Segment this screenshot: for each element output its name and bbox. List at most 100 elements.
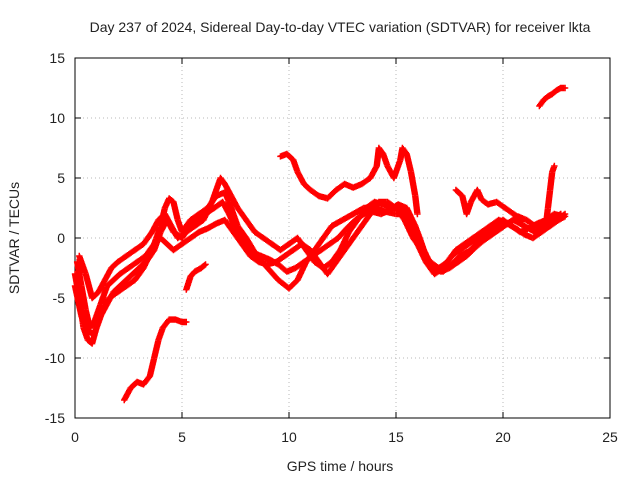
data-point-run <box>337 230 352 254</box>
data-point-run <box>454 253 469 266</box>
data-point-run <box>165 195 176 205</box>
data-point-run <box>457 241 471 254</box>
data-point-run <box>544 188 554 212</box>
data-point-run <box>320 259 334 272</box>
data-point <box>551 162 558 170</box>
y-tick-label: -10 <box>45 350 65 366</box>
data-point-run <box>71 282 85 318</box>
data-point-run <box>91 314 104 338</box>
x-tick-label: 20 <box>495 429 511 445</box>
data-point-run <box>292 259 306 272</box>
data-point-run <box>546 217 561 230</box>
y-tick-label: 5 <box>57 170 65 186</box>
data-point-run <box>88 289 101 302</box>
series-late-rise <box>542 162 558 230</box>
data-point-run <box>540 94 551 104</box>
data-point-run <box>86 320 97 332</box>
data-point-run <box>510 210 525 223</box>
data-point-run <box>536 98 547 110</box>
data-point-run <box>412 222 427 252</box>
data-point-run <box>116 277 129 290</box>
data-point-run <box>309 247 324 260</box>
data-point-run <box>390 158 403 182</box>
data-point-run <box>159 317 172 332</box>
chart-title: Day 237 of 2024, Sidereal Day-to-day VTE… <box>90 19 591 35</box>
data-point-run <box>405 216 421 246</box>
data-point-run <box>399 144 410 156</box>
data-point <box>519 216 526 224</box>
data-point <box>561 84 569 92</box>
data-point-run <box>446 259 461 272</box>
y-tick-label: 10 <box>49 110 65 126</box>
data-point-run <box>489 226 503 238</box>
data-point-run <box>225 210 239 231</box>
data-point-run <box>474 229 488 242</box>
data-point-run <box>480 232 495 244</box>
data-point-run <box>300 253 315 266</box>
data-point-run <box>497 220 512 232</box>
axis-ticks: 0 5 10 15 20 25 -15 -10 -5 0 5 10 15 <box>45 50 618 445</box>
data-point-run <box>191 217 206 230</box>
data-point-run <box>187 269 198 280</box>
x-tick-label: 5 <box>178 429 186 445</box>
data-point-run <box>123 277 137 290</box>
data-point-run <box>193 211 208 224</box>
x-tick-label: 15 <box>388 429 404 445</box>
data-point-run <box>546 170 556 194</box>
data-point-run <box>136 257 150 272</box>
data-point-run <box>234 222 249 240</box>
data-point-run <box>123 271 135 284</box>
y-tick-label: 0 <box>57 230 65 246</box>
data-point-run <box>110 283 123 296</box>
data-point-run <box>285 277 300 292</box>
data-point-run <box>97 284 110 308</box>
data-point <box>183 318 190 326</box>
data-point-run <box>129 265 142 278</box>
y-tick-label: -15 <box>45 410 65 426</box>
data-point-run <box>311 236 326 254</box>
x-tick-label: 10 <box>281 429 297 445</box>
y-tick-label: -5 <box>53 290 66 306</box>
data-point-run <box>82 270 95 300</box>
data-point-run <box>482 223 497 236</box>
data-point-run <box>412 192 421 216</box>
data-point-run <box>78 312 91 334</box>
data-point-run <box>116 265 131 278</box>
data-point-run <box>144 248 157 263</box>
data-point-run <box>448 247 463 260</box>
data-marks <box>71 84 569 404</box>
data-point-run <box>352 211 366 224</box>
data-point <box>414 210 421 218</box>
data-point <box>202 261 209 268</box>
x-tick-label: 25 <box>602 429 618 445</box>
data-point-run <box>202 205 217 218</box>
data-point-run <box>501 204 516 217</box>
data-point-run <box>170 198 181 222</box>
y-tick-label: 15 <box>49 50 65 66</box>
x-tick-label: 0 <box>71 429 79 445</box>
data-point-run <box>529 229 544 242</box>
data-point-run <box>471 238 486 251</box>
data-point-run <box>146 356 158 380</box>
series-upper-east <box>277 144 421 218</box>
data-point-run <box>240 240 255 255</box>
data-point-run <box>317 241 332 254</box>
data-point-run <box>198 262 208 272</box>
data-point-run <box>251 228 266 241</box>
data-point-run <box>225 198 241 228</box>
data-point-run <box>123 247 137 260</box>
data-point-run <box>549 88 559 98</box>
data-point-run <box>103 277 116 290</box>
data-point-run <box>294 234 309 252</box>
data-point-run <box>324 260 339 278</box>
data-point-run <box>170 241 184 254</box>
data-point-run <box>133 253 148 266</box>
data-point-run <box>420 246 435 270</box>
data-point-run <box>414 240 429 264</box>
data-point-run <box>76 252 89 276</box>
data-point-run <box>232 225 247 246</box>
data-point-run <box>185 217 200 232</box>
data-point-run <box>358 212 373 230</box>
data-point-run <box>260 234 274 247</box>
